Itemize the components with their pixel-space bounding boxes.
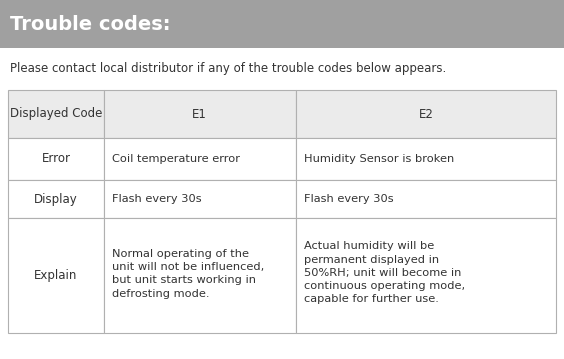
Text: Please contact local distributor if any of the trouble codes below appears.: Please contact local distributor if any …	[10, 62, 446, 75]
Bar	[296, 218, 556, 333]
Text: E1: E1	[192, 107, 207, 121]
Bar	[296, 90, 556, 138]
Text: Actual humidity will be
permanent displayed in
50%RH; unit will become in
contin: Actual humidity will be permanent displa…	[303, 241, 465, 304]
Bar	[0, 0, 564, 48]
Text: E2: E2	[418, 107, 433, 121]
Bar	[104, 218, 296, 333]
Bar	[296, 138, 556, 180]
Bar	[104, 90, 296, 138]
Bar	[8, 138, 104, 180]
Bar	[104, 138, 296, 180]
Bar	[296, 180, 556, 218]
Bar	[8, 90, 104, 138]
Bar	[8, 180, 104, 218]
Text: Humidity Sensor is broken: Humidity Sensor is broken	[303, 154, 454, 164]
Text: Explain: Explain	[34, 269, 78, 282]
Text: Flash every 30s: Flash every 30s	[112, 194, 201, 204]
Text: Flash every 30s: Flash every 30s	[303, 194, 393, 204]
Bar	[104, 180, 296, 218]
Text: Normal operating of the
unit will not be influenced,
but unit starts working in
: Normal operating of the unit will not be…	[112, 249, 264, 299]
Text: Error: Error	[41, 153, 70, 165]
Text: Display: Display	[34, 192, 78, 205]
Text: Displayed Code: Displayed Code	[10, 107, 102, 121]
Text: Trouble codes:: Trouble codes:	[10, 15, 170, 34]
Text: Coil temperature error: Coil temperature error	[112, 154, 240, 164]
Bar	[8, 218, 104, 333]
